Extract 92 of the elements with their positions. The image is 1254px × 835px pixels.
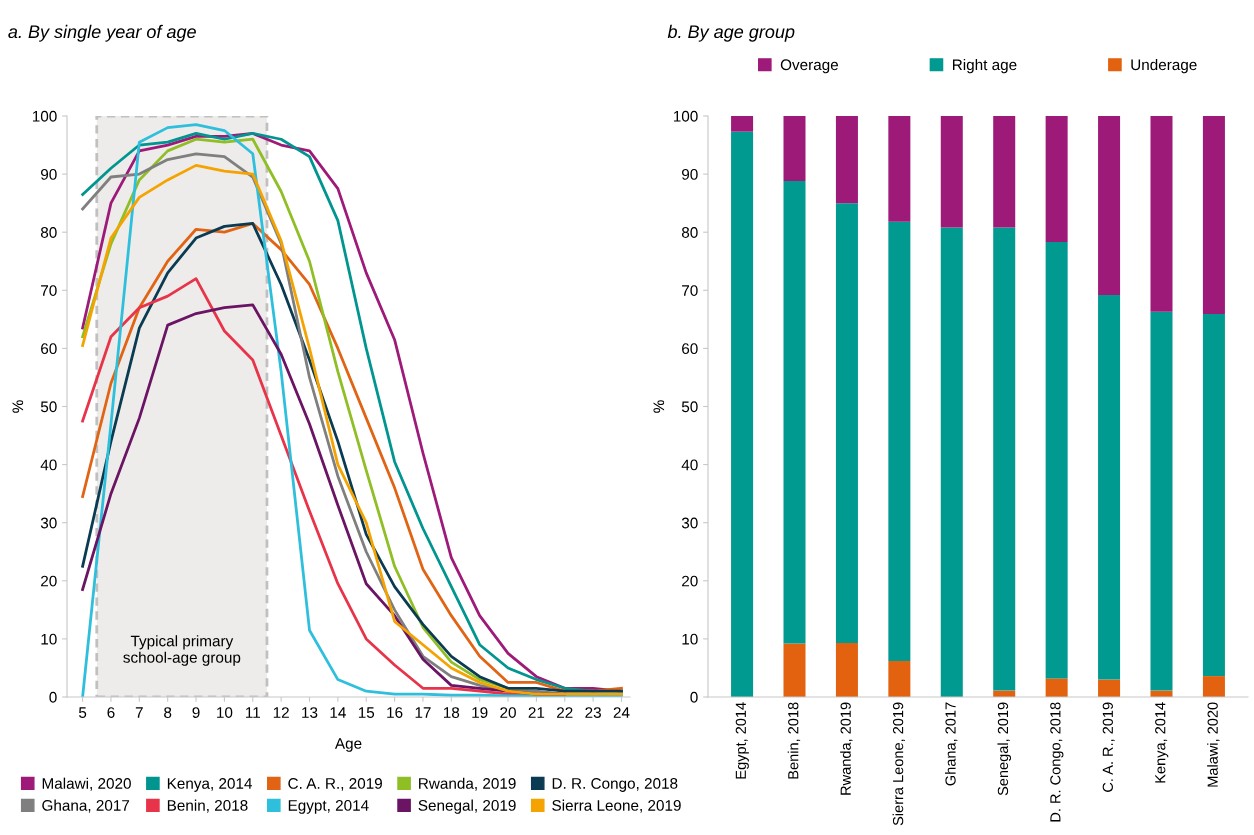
bar: [993, 116, 1016, 228]
y-tick-label: 100: [673, 110, 698, 122]
x-tick-label: 13: [302, 707, 318, 718]
y-tick-label: 50: [681, 401, 698, 413]
bar: [835, 116, 858, 204]
x-tick-label: C. A. R., 2019: [1102, 702, 1115, 792]
chart-title: a. By single year of age: [8, 24, 196, 42]
bar: [940, 116, 963, 228]
bar: [1045, 116, 1068, 243]
legend-label: Overage: [780, 59, 839, 74]
x-tick-label: D. R. Congo, 2018: [1050, 702, 1064, 822]
band-label: Typical primary school-age group: [123, 635, 241, 666]
chart-title: b. By age group: [667, 24, 795, 42]
y-tick-label: 40: [40, 459, 57, 471]
x-tick-label: 12: [273, 707, 289, 718]
x-tick-label: 17: [415, 707, 431, 718]
y-tick-label: 10: [682, 633, 698, 645]
bar: [1098, 679, 1121, 697]
x-tick-label: Sierra Leone, 2019: [892, 702, 905, 826]
x-tick-label: Ghana, 2017: [944, 702, 958, 786]
y-tick-label: 60: [682, 343, 698, 355]
x-tick-label: Benin, 2018: [787, 702, 801, 779]
y-tick-label: 0: [690, 691, 698, 703]
bar: [783, 643, 806, 697]
legend-label: Right age: [953, 58, 1017, 74]
y-axis-title: %: [12, 400, 24, 413]
y-tick-label: 90: [682, 168, 698, 180]
bar: [731, 116, 754, 132]
x-tick-label: 19: [472, 707, 488, 718]
y-tick-label: 100: [32, 110, 57, 122]
legend-label: Senegal, 2019: [418, 799, 516, 814]
x-tick-label: Egypt, 2014: [735, 702, 749, 779]
bar: [1098, 116, 1121, 295]
y-tick-label: 10: [41, 633, 57, 645]
y-tick-label: 40: [681, 459, 698, 471]
bar: [835, 642, 858, 697]
x-tick-label: 16: [387, 707, 403, 718]
bar: [940, 227, 963, 697]
y-tick-label: 80: [681, 227, 698, 238]
x-tick-label: Malawi, 2020: [1207, 702, 1220, 787]
x-tick-label: 10: [217, 707, 233, 718]
x-tick-label: 22: [557, 707, 573, 718]
x-tick-label: 7: [135, 707, 143, 718]
bar: [1045, 678, 1068, 697]
bar: [993, 227, 1016, 691]
bar: [783, 116, 806, 182]
x-tick-label: 18: [443, 707, 460, 718]
x-tick-label: 23: [585, 707, 601, 718]
x-tick-label: Kenya, 2014: [1155, 702, 1169, 783]
legend-label: Egypt, 2014: [288, 800, 369, 814]
bar: [783, 181, 806, 644]
x-tick-label: Rwanda, 2019: [840, 702, 853, 795]
bar: [888, 116, 911, 222]
legend-label: Benin, 2018: [167, 799, 248, 813]
bar: [1202, 314, 1225, 677]
y-tick-label: 80: [40, 227, 57, 238]
x-tick-label: 14: [330, 707, 346, 718]
y-tick-label: 0: [49, 691, 57, 703]
x-tick-label: 11: [246, 707, 260, 718]
y-tick-label: 50: [40, 401, 57, 413]
x-tick-label: 6: [107, 707, 115, 718]
x-tick-label: 20: [500, 707, 516, 718]
bar: [1202, 116, 1225, 315]
x-tick-label: 15: [358, 707, 375, 718]
bar: [1150, 311, 1173, 691]
legend-label: Sierra Leone, 2019: [552, 799, 681, 813]
x-tick-label: Senegal, 2019: [997, 702, 1012, 796]
legend-label: Ghana, 2017: [42, 799, 130, 813]
x-tick-label: 21: [528, 707, 545, 718]
y-tick-label: 30: [40, 517, 57, 529]
bar: [1098, 294, 1121, 680]
bar: [1150, 116, 1173, 312]
x-tick-label: 5: [78, 707, 87, 718]
y-tick-label: 20: [682, 575, 698, 587]
x-tick-label: 9: [192, 707, 200, 718]
y-axis-title: %: [653, 400, 665, 413]
bar: [888, 660, 911, 697]
bar: [835, 203, 858, 643]
bar: [888, 221, 911, 661]
y-tick-label: 60: [41, 343, 57, 355]
bar: [1045, 242, 1068, 679]
y-tick-label: 70: [682, 285, 698, 296]
x-tick-label: 24: [613, 707, 630, 718]
y-tick-label: 70: [41, 285, 57, 296]
x-axis-title: Age: [334, 738, 362, 752]
y-tick-label: 30: [681, 517, 698, 529]
y-tick-label: 20: [41, 575, 57, 587]
bar: [1202, 676, 1225, 697]
legend-label: Underage: [1131, 58, 1197, 74]
x-tick-label: 8: [164, 707, 172, 718]
bar: [731, 131, 754, 697]
y-tick-label: 90: [41, 168, 57, 180]
